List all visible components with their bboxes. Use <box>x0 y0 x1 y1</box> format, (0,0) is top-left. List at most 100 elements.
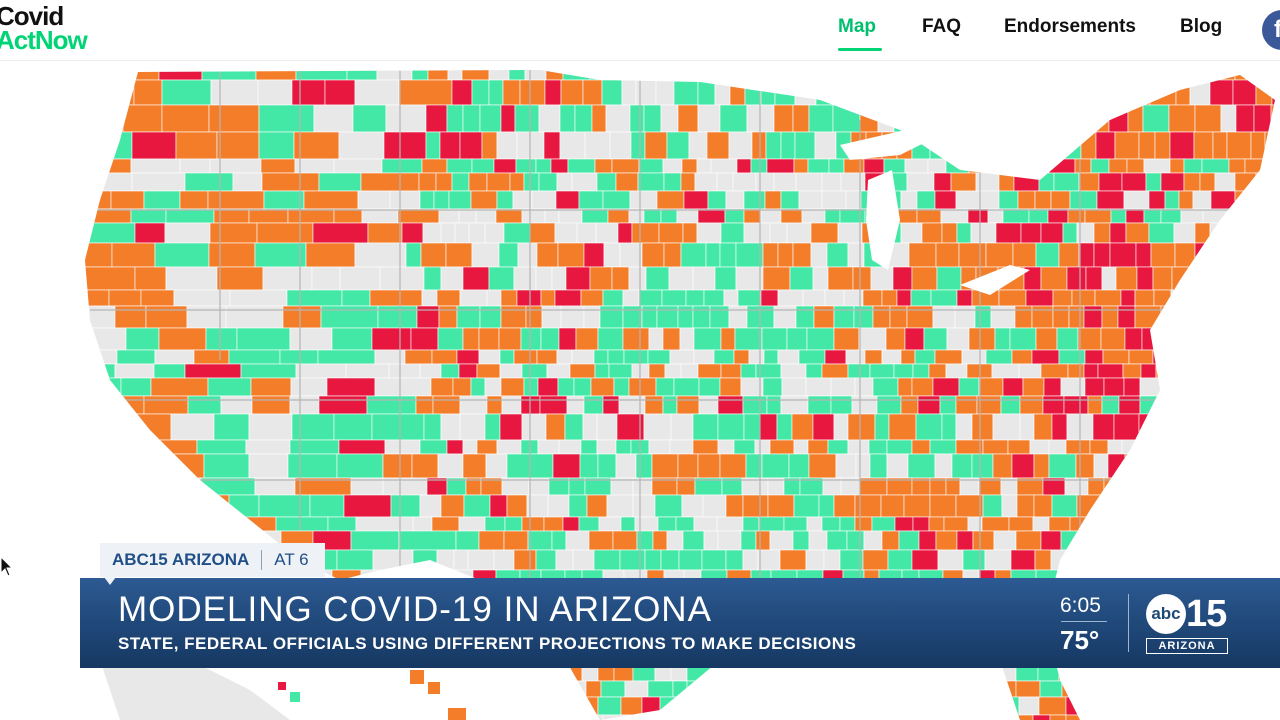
county-cell <box>1060 377 1086 397</box>
county-cell <box>154 242 210 268</box>
county-cell <box>893 363 914 379</box>
county-cell <box>1048 516 1071 532</box>
county-cell <box>904 158 929 174</box>
county-cell <box>894 666 910 682</box>
county-cell <box>769 530 794 551</box>
county-cell <box>597 696 622 716</box>
county-cell <box>693 349 715 365</box>
county-cell <box>213 413 250 441</box>
county-map-svg[interactable] <box>0 60 1280 720</box>
county-cell <box>1149 79 1177 106</box>
county-cell <box>705 242 721 268</box>
county-cell <box>759 413 778 441</box>
county-cell <box>1235 104 1255 133</box>
county-cell <box>786 327 808 351</box>
county-cell <box>1128 349 1154 365</box>
facebook-icon[interactable]: f <box>1262 10 1280 50</box>
county-cell <box>762 377 783 397</box>
county-cell <box>981 516 1010 532</box>
county-cell <box>769 222 788 244</box>
county-cell <box>713 666 740 682</box>
county-cell <box>1015 666 1039 682</box>
county-cell <box>735 266 764 291</box>
alaska-county <box>290 692 300 702</box>
county-cell <box>1204 439 1222 455</box>
county-cell <box>116 349 156 365</box>
county-cell <box>1157 327 1185 351</box>
county-cell <box>956 530 974 551</box>
county-cell <box>1122 680 1141 698</box>
county-cell <box>681 158 698 174</box>
county-cell <box>680 172 696 192</box>
county-cell <box>529 453 554 479</box>
county-cell <box>1250 131 1266 160</box>
county-cell <box>921 222 943 244</box>
county-cell <box>677 305 694 329</box>
county-cell <box>588 530 614 551</box>
county-cell <box>1060 131 1082 160</box>
us-county-map[interactable] <box>0 60 1280 720</box>
nav-blog[interactable]: Blog <box>1180 16 1223 37</box>
county-cell <box>887 549 913 571</box>
county-cell <box>1092 714 1113 720</box>
county-cell <box>291 79 326 106</box>
county-cell <box>706 131 730 160</box>
county-cell <box>1063 395 1089 415</box>
county-cell <box>1247 530 1265 551</box>
county-cell <box>1017 190 1036 210</box>
county-cell <box>676 696 704 716</box>
county-cell <box>827 266 854 291</box>
county-cell <box>918 714 936 720</box>
county-cell <box>672 680 688 698</box>
county-cell <box>326 377 376 397</box>
county-cell <box>1078 172 1100 192</box>
nav-map[interactable]: Map <box>838 16 876 37</box>
county-cell <box>1263 530 1275 551</box>
nav-faq[interactable]: FAQ <box>922 16 962 37</box>
county-cell <box>503 530 529 551</box>
county-cell <box>836 79 853 106</box>
county-cell <box>85 327 127 351</box>
county-cell <box>596 439 617 455</box>
county-cell <box>1077 327 1102 351</box>
county-cell <box>262 266 313 291</box>
county-cell <box>1042 395 1065 415</box>
county-cell <box>1011 349 1033 365</box>
county-cell <box>908 242 937 268</box>
county-cell <box>1085 266 1103 291</box>
county-cell <box>521 363 548 379</box>
county-cell <box>379 266 425 291</box>
county-cell <box>967 696 991 716</box>
county-cell <box>85 172 133 192</box>
county-cell <box>709 305 730 329</box>
county-cell <box>537 439 560 455</box>
county-cell <box>85 222 136 244</box>
county-cell <box>454 222 470 244</box>
headline: MODELING COVID-19 IN ARIZONA <box>118 590 712 629</box>
county-cell <box>343 494 392 518</box>
nav-endorsements[interactable]: Endorsements <box>1004 16 1136 37</box>
county-cell <box>1016 494 1035 518</box>
county-cell <box>869 453 888 479</box>
county-cell <box>835 680 855 698</box>
county-cell <box>724 208 745 224</box>
county-cell <box>382 453 413 479</box>
county-cell <box>1040 363 1069 379</box>
county-cell <box>358 666 408 682</box>
county-cell <box>732 172 757 192</box>
county-cell <box>229 289 288 307</box>
county-cell <box>874 79 902 106</box>
county-cell <box>471 242 500 268</box>
county-cell <box>463 494 491 518</box>
county-cell <box>524 666 543 682</box>
county-cell <box>295 363 347 379</box>
county-cell <box>982 494 1003 518</box>
county-cell <box>766 395 782 415</box>
county-cell <box>791 413 814 441</box>
county-cell <box>1058 666 1076 682</box>
county-cell <box>989 696 1006 716</box>
county-cell <box>871 516 896 532</box>
county-cell <box>1040 266 1068 291</box>
county-cell <box>130 208 167 224</box>
covid-act-now-logo[interactable]: Covid ActNow <box>0 3 88 53</box>
